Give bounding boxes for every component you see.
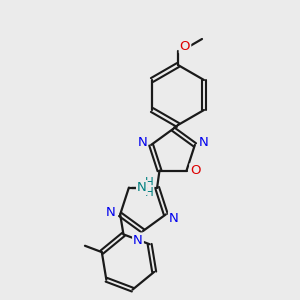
Text: N: N — [137, 136, 147, 149]
Text: N: N — [169, 212, 179, 225]
Text: N: N — [199, 136, 209, 149]
Text: N: N — [105, 206, 115, 219]
Text: N: N — [137, 181, 147, 194]
Text: H: H — [145, 176, 153, 189]
Text: H: H — [145, 186, 153, 199]
Text: O: O — [190, 164, 201, 177]
Text: N: N — [133, 233, 143, 247]
Text: O: O — [180, 40, 190, 52]
